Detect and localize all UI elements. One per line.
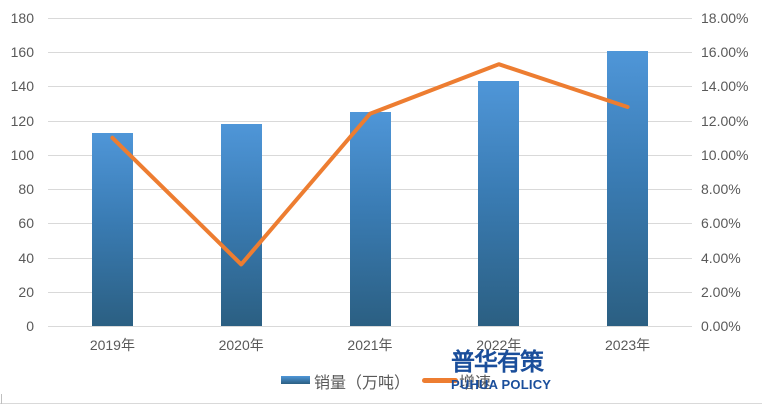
y-axis-right-tick-label: 8.00% (701, 181, 741, 198)
legend-bar-label: 销量（万吨） (314, 375, 411, 392)
legend-line-label: 增速 (459, 375, 492, 392)
watermark-chinese-text: 普华有策 (451, 349, 544, 376)
chart-bottom-border (0, 403, 762, 404)
y-axis-left-tick-label: 0 (26, 318, 34, 334)
x-axis-tick-label: 2019年 (89, 337, 135, 353)
legend-line-swatch (422, 378, 458, 383)
y-axis-right-tick-label: 10.00% (701, 146, 749, 163)
y-axis-right-tick-label: 12.00% (701, 112, 749, 129)
y-axis-right-tick-label: 6.00% (701, 215, 741, 232)
gridline (48, 86, 692, 88)
bar-2021年 (349, 112, 391, 326)
y-axis-right-tick-label: 4.00% (701, 249, 741, 266)
bar-2023年 (607, 50, 649, 326)
y-axis-right-tick-label: 16.00% (701, 44, 749, 61)
watermark-english-text: PUHUA POLICY (451, 377, 552, 392)
x-axis-tick-label: 2021年 (347, 337, 393, 353)
y-axis-right-tick-label: 0.00% (701, 318, 741, 334)
gridline (48, 326, 692, 327)
bar-2022年 (478, 81, 520, 326)
y-axis-right-tick-label: 18.00% (701, 10, 749, 26)
y-axis-left-tick-label: 20 (18, 283, 34, 300)
legend: 销量（万吨） 增速 (0, 368, 762, 392)
bar-2020年 (220, 124, 262, 326)
x-axis-tick-label: 2023年 (605, 337, 651, 353)
y-axis-right-tick-label: 14.00% (701, 78, 749, 95)
y-axis-left-tick-label: 60 (18, 215, 34, 232)
bar-2019年 (91, 132, 133, 326)
x-axis-tick-label: 2022年 (476, 337, 522, 353)
x-axis-tick-label: 2020年 (218, 337, 264, 353)
y-axis-left-tick-label: 100 (10, 146, 34, 163)
y-axis-left-tick-label: 120 (10, 112, 34, 129)
gridline (48, 18, 692, 19)
y-axis-left-tick-label: 160 (10, 44, 34, 61)
legend-bar-swatch (281, 376, 310, 384)
y-axis-left-tick-label: 140 (10, 78, 34, 95)
y-axis-left-tick-label: 80 (18, 181, 34, 198)
left-edge-tick (1, 394, 2, 404)
watermark: 普华有策 PUHUA POLICY (451, 349, 561, 392)
y-axis-right-tick-label: 2.00% (701, 283, 741, 300)
gridline (48, 52, 692, 54)
y-axis-left-tick-label: 180 (10, 10, 34, 26)
y-axis-left-tick-label: 40 (18, 249, 34, 266)
